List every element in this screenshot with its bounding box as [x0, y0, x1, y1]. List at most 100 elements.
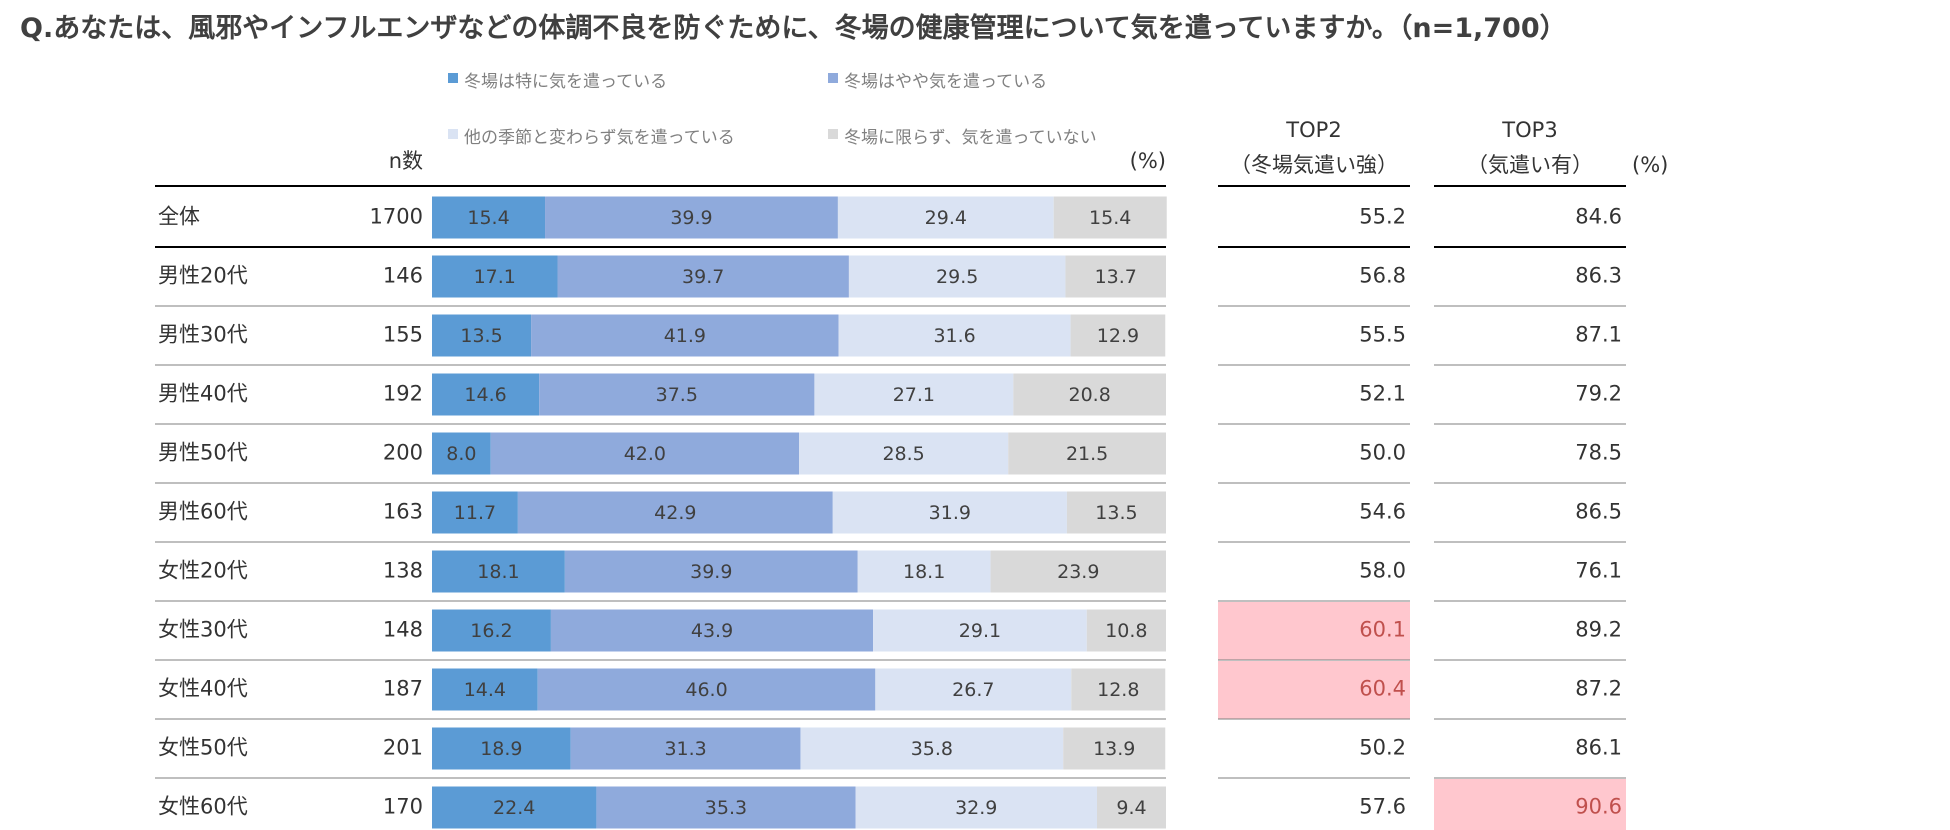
bar-value-label: 13.7	[1095, 266, 1137, 288]
summary-unit-label: (%)	[1632, 153, 1668, 177]
bar-segment	[432, 786, 597, 829]
bar-value-label: 39.7	[682, 266, 724, 288]
row-n: 200	[383, 441, 423, 465]
bar-segment	[1071, 668, 1166, 711]
summary-header-2: TOP3	[1501, 118, 1557, 142]
bar-value-label: 13.5	[460, 325, 502, 347]
legend-swatch	[448, 129, 458, 139]
bar-segment	[432, 727, 571, 770]
bar-value-label: 14.6	[464, 384, 506, 406]
row-label: 全体	[158, 205, 200, 229]
bar-value-label: 9.4	[1116, 797, 1146, 819]
bar-segment	[432, 196, 546, 239]
bar-segment	[1066, 491, 1166, 534]
bar-segment	[1053, 196, 1167, 239]
bar-value-label: 21.5	[1066, 443, 1108, 465]
bar-value-label: 13.9	[1093, 738, 1135, 760]
row-n: 1700	[370, 205, 423, 229]
bar-value-label: 23.9	[1057, 561, 1099, 583]
legend-swatch	[828, 73, 838, 83]
bar-value-label: 18.9	[480, 738, 522, 760]
bar-value-label: 46.0	[685, 679, 727, 701]
summary-value: 55.5	[1359, 323, 1406, 347]
bar-value-label: 18.1	[477, 561, 519, 583]
summary-value: 56.8	[1359, 264, 1406, 288]
legend-swatch	[828, 129, 838, 139]
bar-value-label: 27.1	[893, 384, 935, 406]
bar-value-label: 14.4	[464, 679, 506, 701]
bar-segment	[1008, 432, 1166, 475]
bar-value-label: 31.3	[664, 738, 706, 760]
row-n: 187	[383, 677, 423, 701]
row-n: 138	[383, 559, 423, 583]
percent-label: (%)	[1130, 149, 1166, 173]
bar-value-label: 31.6	[933, 325, 975, 347]
legend-label: 冬場は特に気を遣っている	[464, 72, 667, 92]
bar-segment	[832, 491, 1067, 534]
bar-segment	[596, 786, 856, 829]
bar-value-label: 26.7	[952, 679, 994, 701]
bar-segment	[537, 668, 876, 711]
bar-value-label: 20.8	[1069, 384, 1111, 406]
bar-segment	[432, 491, 518, 534]
bar-value-label: 29.5	[936, 266, 978, 288]
bar-segment	[990, 550, 1166, 593]
bar-segment	[1086, 609, 1166, 652]
summary-value: 79.2	[1575, 382, 1622, 406]
bar-value-label: 31.9	[929, 502, 971, 524]
row-label: 女性30代	[158, 618, 248, 642]
row-n: 155	[383, 323, 423, 347]
summary-value: 50.0	[1359, 441, 1406, 465]
row-n: 192	[383, 382, 423, 406]
bar-value-label: 13.5	[1095, 502, 1137, 524]
bar-segment	[848, 255, 1066, 298]
bar-segment	[432, 314, 532, 357]
bar-value-label: 32.9	[955, 797, 997, 819]
summary-value: 86.5	[1575, 500, 1622, 524]
row-n: 146	[383, 264, 423, 288]
summary-highlight	[1434, 779, 1626, 830]
bar-segment	[432, 550, 565, 593]
summary-value: 54.6	[1359, 500, 1406, 524]
bar-value-label: 35.3	[705, 797, 747, 819]
row-label: 女性40代	[158, 677, 248, 701]
bar-value-label: 15.4	[467, 207, 509, 229]
legend-label: 冬場に限らず、気を遣っていない	[844, 128, 1097, 148]
bar-segment	[490, 432, 799, 475]
summary-value: 89.2	[1575, 618, 1622, 642]
bar-segment	[1097, 786, 1166, 829]
bar-value-label: 16.2	[470, 620, 512, 642]
bar-value-label: 8.0	[446, 443, 476, 465]
legend-label: 冬場はやや気を遣っている	[844, 72, 1047, 92]
bar-value-label: 10.8	[1105, 620, 1147, 642]
bar-segment	[838, 314, 1071, 357]
bar-value-label: 11.7	[454, 502, 496, 524]
bar-segment	[1063, 727, 1166, 770]
bar-segment	[432, 432, 491, 475]
summary-highlight	[1218, 602, 1410, 660]
summary-value: 60.1	[1359, 618, 1406, 642]
bar-value-label: 28.5	[882, 443, 924, 465]
row-label: 男性60代	[158, 500, 248, 524]
bar-value-label: 22.4	[493, 797, 535, 819]
row-label: 男性50代	[158, 441, 248, 465]
bar-value-label: 18.1	[903, 561, 945, 583]
row-label: 男性40代	[158, 382, 248, 406]
summary-value: 87.2	[1575, 677, 1622, 701]
summary-value: 87.1	[1575, 323, 1622, 347]
bar-segment	[875, 668, 1072, 711]
summary-value: 76.1	[1575, 559, 1622, 583]
summary-value: 55.2	[1359, 205, 1406, 229]
bar-segment	[432, 255, 558, 298]
bar-value-label: 29.1	[959, 620, 1001, 642]
row-n: 170	[383, 795, 423, 819]
bar-value-label: 37.5	[656, 384, 698, 406]
summary-value: 58.0	[1359, 559, 1406, 583]
summary-subheader-1: （冬場気遣い強）	[1230, 153, 1398, 177]
bar-value-label: 35.8	[911, 738, 953, 760]
summary-subheader-2: （気遣い有）	[1467, 153, 1593, 177]
bar-value-label: 39.9	[670, 207, 712, 229]
summary-value: 90.6	[1575, 795, 1622, 819]
bar-segment	[800, 727, 1064, 770]
